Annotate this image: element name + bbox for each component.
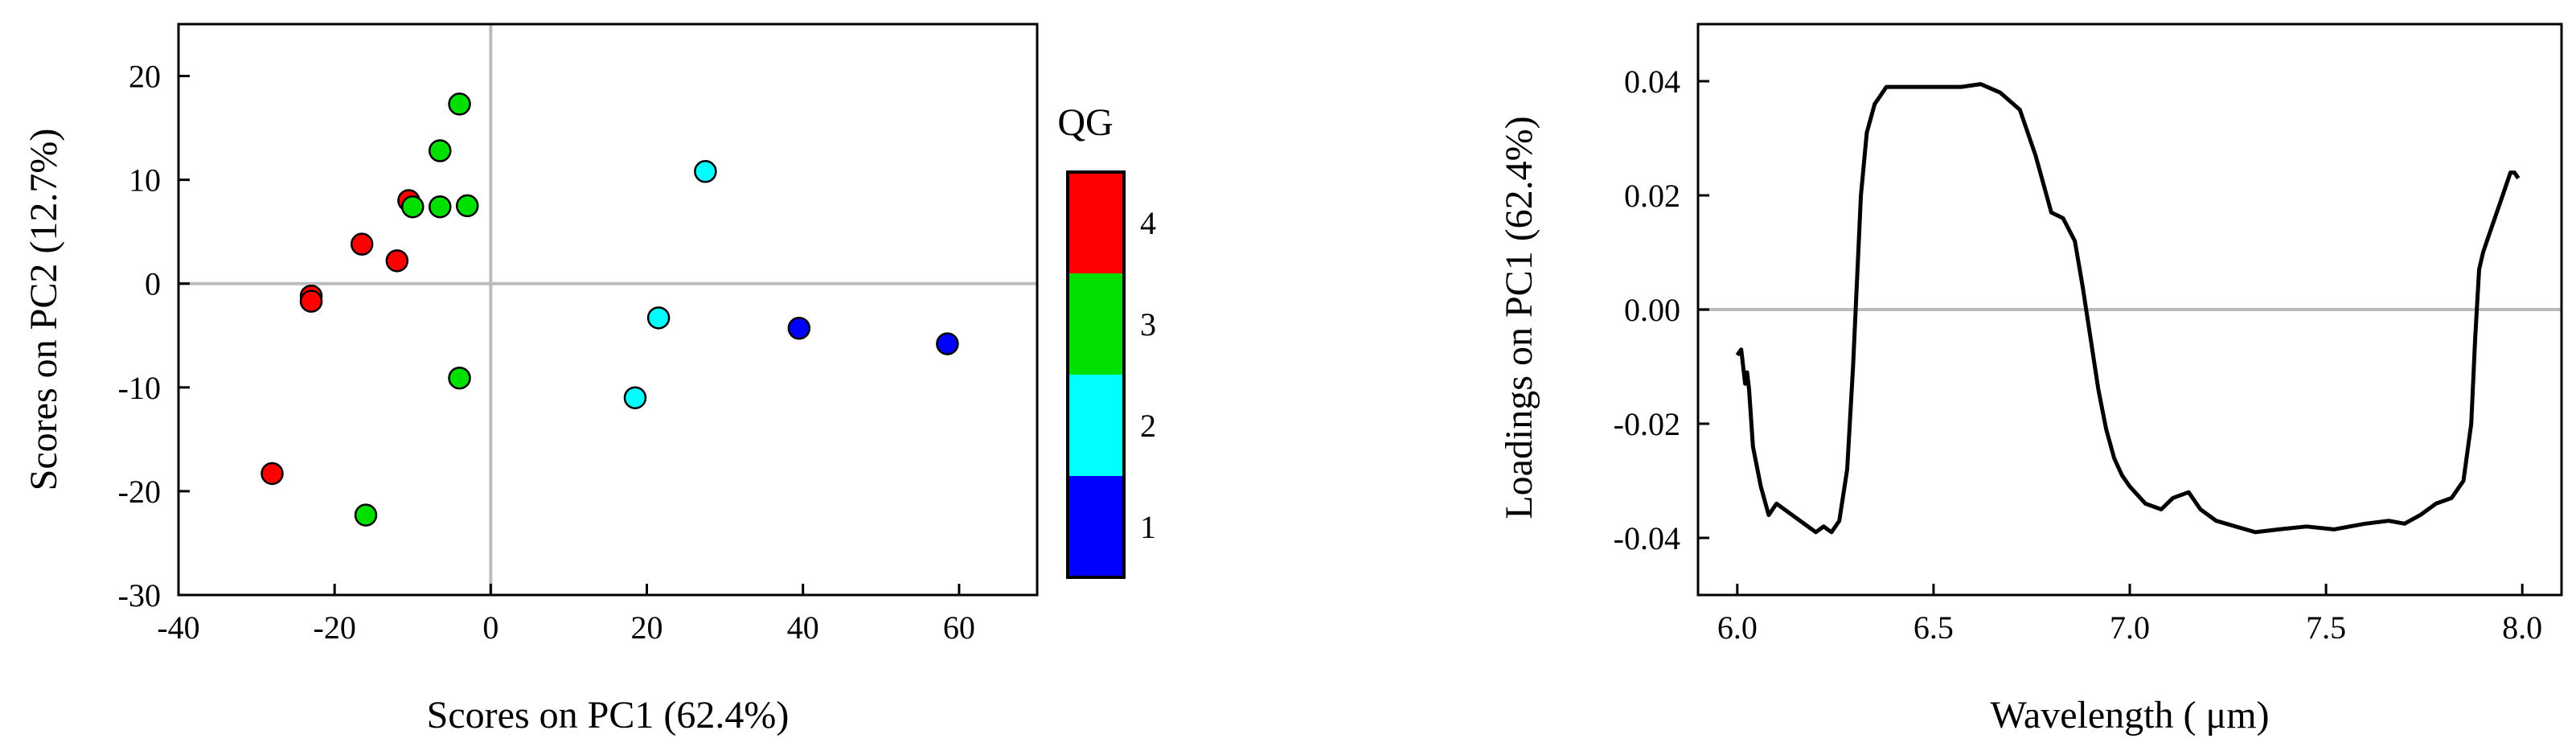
- x-tick-label: 7.5: [2306, 609, 2346, 646]
- y-tick-label: 0.04: [1624, 64, 1680, 100]
- colorbar-title: QG: [1057, 101, 1113, 144]
- x-tick-label: 6.0: [1717, 609, 1758, 646]
- loadings-series-line: [1735, 82, 2521, 535]
- qg-colorbar: QG 1 2 3 4: [1057, 101, 1156, 579]
- data-point-qg2: [646, 306, 671, 330]
- data-point-qg3: [429, 139, 452, 162]
- y-tick-label: -0.04: [1614, 520, 1680, 556]
- colorbar-level-label: 1: [1140, 509, 1156, 545]
- colorbar-level-label: 3: [1140, 306, 1156, 343]
- data-point-qg4: [385, 249, 409, 273]
- data-point-qg1: [787, 316, 811, 340]
- data-point-qg3: [448, 366, 471, 390]
- x-tick-label: 0: [482, 609, 498, 646]
- y-tick-label: 0.00: [1624, 292, 1680, 328]
- x-axis-label: Scores on PC1 (62.4%): [427, 694, 790, 737]
- y-tick-label: 10: [129, 162, 161, 199]
- y-tick-label: 0.02: [1624, 178, 1680, 214]
- y-axis-label: Scores on PC2 (12.7%): [23, 129, 65, 491]
- y-tick-label: -10: [118, 370, 161, 406]
- data-point-qg2: [623, 386, 647, 409]
- x-tick-label: 20: [631, 609, 663, 646]
- y-tick-label: 0: [145, 266, 161, 302]
- loadings-line-plot: 6.0 6.5 7.0 7.5 8.0 -0.04 -0.02 0.00 0.02 0.04 Wav…: [1498, 23, 2563, 737]
- y-tick-label: -30: [118, 577, 161, 613]
- data-point-qg2: [694, 160, 717, 183]
- data-point-qg4: [260, 462, 284, 486]
- colorbar-segment: [1068, 476, 1124, 577]
- x-tick-label: 40: [787, 609, 819, 646]
- data-point-qg1: [936, 332, 959, 355]
- y-tick-label: -0.02: [1614, 406, 1680, 442]
- data-point-qg3: [401, 195, 425, 219]
- colorbar-level-label: 2: [1140, 408, 1156, 444]
- data-point-qg3: [448, 92, 471, 116]
- x-tick-label: 60: [943, 609, 975, 646]
- x-axis-label: Wavelength ( μm): [1990, 694, 2269, 737]
- x-tick-label: -40: [157, 609, 199, 646]
- colorbar-frame: [1066, 170, 1126, 579]
- plot-frame: [177, 23, 1039, 597]
- colorbar-segment: [1068, 273, 1124, 375]
- x-tick-label: 6.5: [1914, 609, 1954, 646]
- scores-scatter-plot: -40 -20 0 20 40 60 -30 -20 -10 0 10 20 Scores on PC1…: [23, 23, 1039, 737]
- x-tick-label: 7.0: [2110, 609, 2150, 646]
- x-tick-label: 8.0: [2502, 609, 2542, 646]
- data-point-qg3: [429, 195, 452, 219]
- y-axis-label: Loadings on PC1 (62.4%): [1498, 116, 1540, 519]
- colorbar-level-label: 4: [1140, 205, 1156, 241]
- data-point-qg3: [354, 503, 378, 527]
- data-point-qg3: [455, 194, 479, 218]
- data-point-qg4: [350, 232, 374, 256]
- x-tick-label: -20: [314, 609, 356, 646]
- y-tick-label: 20: [129, 59, 161, 95]
- data-point-qg4: [299, 289, 323, 313]
- colorbar-segment: [1068, 172, 1124, 273]
- colorbar-segment: [1068, 375, 1124, 476]
- y-tick-label: -20: [118, 474, 161, 510]
